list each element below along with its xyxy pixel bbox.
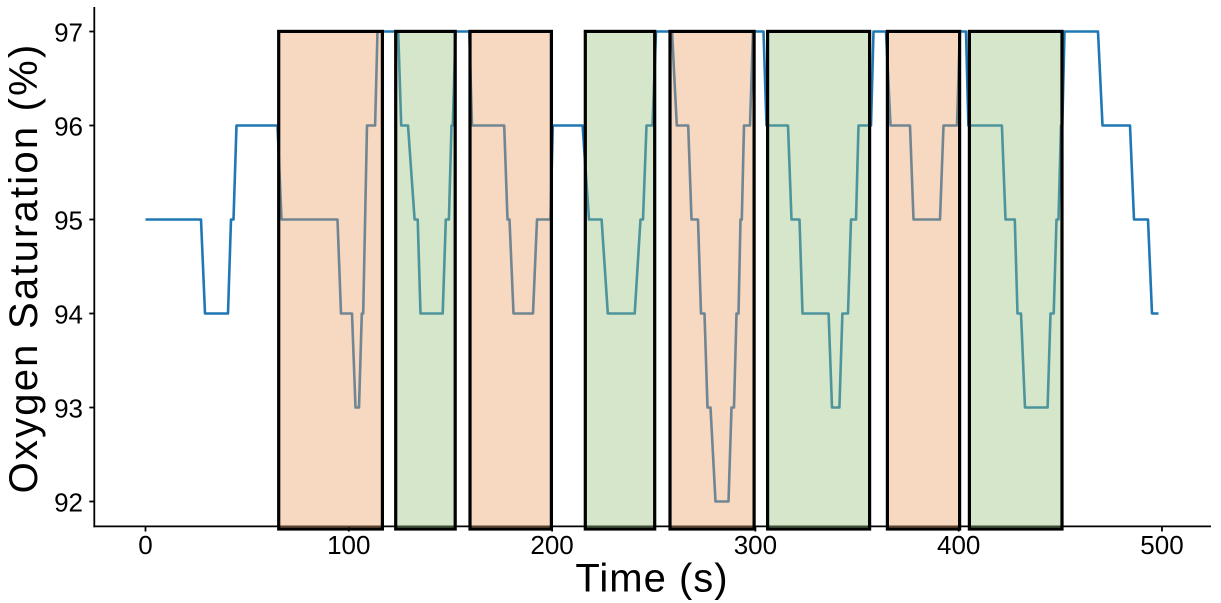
svg-text:Time (s): Time (s) bbox=[575, 557, 728, 601]
svg-text:0: 0 bbox=[138, 530, 152, 560]
svg-text:93: 93 bbox=[54, 394, 83, 424]
svg-text:200: 200 bbox=[530, 530, 573, 560]
svg-text:100: 100 bbox=[327, 530, 370, 560]
svg-text:500: 500 bbox=[1140, 530, 1183, 560]
svg-text:Oxygen Saturation (%): Oxygen Saturation (%) bbox=[2, 43, 46, 494]
svg-text:400: 400 bbox=[937, 530, 980, 560]
svg-text:97: 97 bbox=[54, 18, 83, 48]
svg-text:96: 96 bbox=[54, 112, 83, 142]
svg-text:300: 300 bbox=[734, 530, 777, 560]
svg-text:94: 94 bbox=[54, 300, 83, 330]
svg-text:95: 95 bbox=[54, 206, 83, 236]
svg-text:92: 92 bbox=[54, 488, 83, 518]
